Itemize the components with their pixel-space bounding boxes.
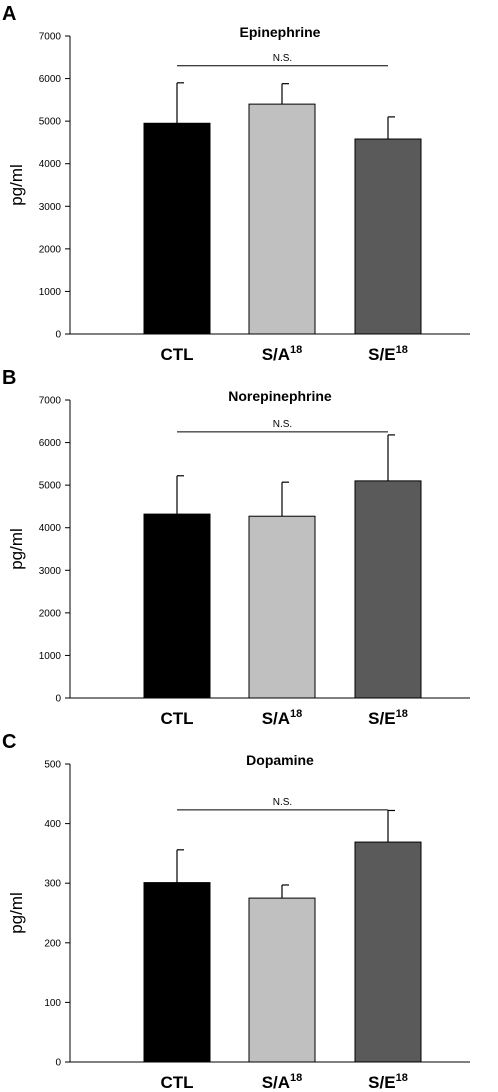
panel-label: C <box>2 731 16 753</box>
panel-label: A <box>2 3 16 25</box>
x-category-label: S/E18 <box>368 344 408 364</box>
significance-label: N.S. <box>273 419 292 430</box>
x-category-label: CTL <box>160 1073 193 1092</box>
epinephrine-chart: A Epinephrine pg/ml 0 1000 2000 3000 4000 5000 60… <box>2 3 470 364</box>
x-category-superscript: 18 <box>396 1072 408 1084</box>
y-tick-label: 7000 <box>39 32 62 43</box>
y-tick-label: 5000 <box>39 117 62 128</box>
x-category-label: CTL <box>160 345 193 364</box>
y-tick-label: 400 <box>44 819 61 830</box>
y-tick-label: 2000 <box>39 608 62 619</box>
y-tick-label: 1000 <box>39 651 62 662</box>
x-category-base: S/E <box>368 709 395 728</box>
bar-ctl <box>143 122 211 335</box>
y-tick-label: 200 <box>44 938 61 949</box>
x-category-base: S/A <box>262 1073 290 1092</box>
y-tick-label: 0 <box>55 1058 61 1069</box>
y-tick-label: 7000 <box>39 396 62 407</box>
x-category-base: S/A <box>262 345 290 364</box>
panel-c: C Dopamine pg/ml 0 100 200 300 400 500 CTL S/A18 S/… <box>0 728 498 1092</box>
y-tick-label: 0 <box>55 330 61 341</box>
x-category-label: S/A18 <box>262 708 303 728</box>
x-category-base: CTL <box>160 1073 193 1092</box>
panel-b: B Norepinephrine pg/ml 0 1000 2000 3000 4000 500… <box>0 364 498 728</box>
bar-ctl <box>143 513 211 699</box>
y-axis-label: pg/ml <box>7 164 26 206</box>
bar-ctl <box>143 882 211 1063</box>
y-tick-label: 2000 <box>39 244 62 255</box>
significance-label: N.S. <box>273 53 292 64</box>
x-category-base: CTL <box>160 709 193 728</box>
y-tick-label: 300 <box>44 879 61 890</box>
x-category-superscript: 18 <box>290 344 302 356</box>
y-tick-label: 6000 <box>39 74 62 85</box>
significance-label: N.S. <box>273 797 292 808</box>
x-category-base: CTL <box>160 345 193 364</box>
bar-s-a <box>248 103 316 335</box>
y-tick-label: 3000 <box>39 566 62 577</box>
bar-s-e <box>354 841 422 1063</box>
y-tick-label: 500 <box>44 760 61 771</box>
chart-title: Norepinephrine <box>228 388 332 404</box>
bar-s-e <box>354 138 422 335</box>
bar-s-e <box>354 480 422 699</box>
y-tick-label: 6000 <box>39 438 62 449</box>
bar-s-a <box>248 515 316 699</box>
x-category-superscript: 18 <box>290 708 302 720</box>
x-category-base: S/E <box>368 1073 395 1092</box>
x-category-label: CTL <box>160 709 193 728</box>
x-category-label: S/A18 <box>262 344 303 364</box>
y-tick-label: 3000 <box>39 202 62 213</box>
x-category-label: S/E18 <box>368 708 408 728</box>
chart-title: Epinephrine <box>240 24 321 40</box>
x-category-superscript: 18 <box>396 708 408 720</box>
bar-s-a <box>248 897 316 1063</box>
x-category-base: S/A <box>262 709 290 728</box>
x-category-superscript: 18 <box>396 344 408 356</box>
x-category-base: S/E <box>368 345 395 364</box>
y-tick-label: 0 <box>55 694 61 705</box>
panel-label: B <box>2 367 16 389</box>
x-category-superscript: 18 <box>290 1072 302 1084</box>
y-axis-label: pg/ml <box>7 528 26 570</box>
panel-a: A Epinephrine pg/ml 0 1000 2000 3000 4000 5000 60… <box>0 0 498 364</box>
y-tick-label: 4000 <box>39 523 62 534</box>
chart-title: Dopamine <box>246 752 314 768</box>
y-tick-label: 1000 <box>39 287 62 298</box>
norepinephrine-chart: B Norepinephrine pg/ml 0 1000 2000 3000 4000 500… <box>2 367 470 728</box>
x-category-label: S/E18 <box>368 1072 408 1092</box>
y-axis-label: pg/ml <box>7 892 26 934</box>
y-tick-label: 5000 <box>39 481 62 492</box>
x-category-label: S/A18 <box>262 1072 303 1092</box>
y-tick-label: 4000 <box>39 159 62 170</box>
y-tick-label: 100 <box>44 998 61 1009</box>
